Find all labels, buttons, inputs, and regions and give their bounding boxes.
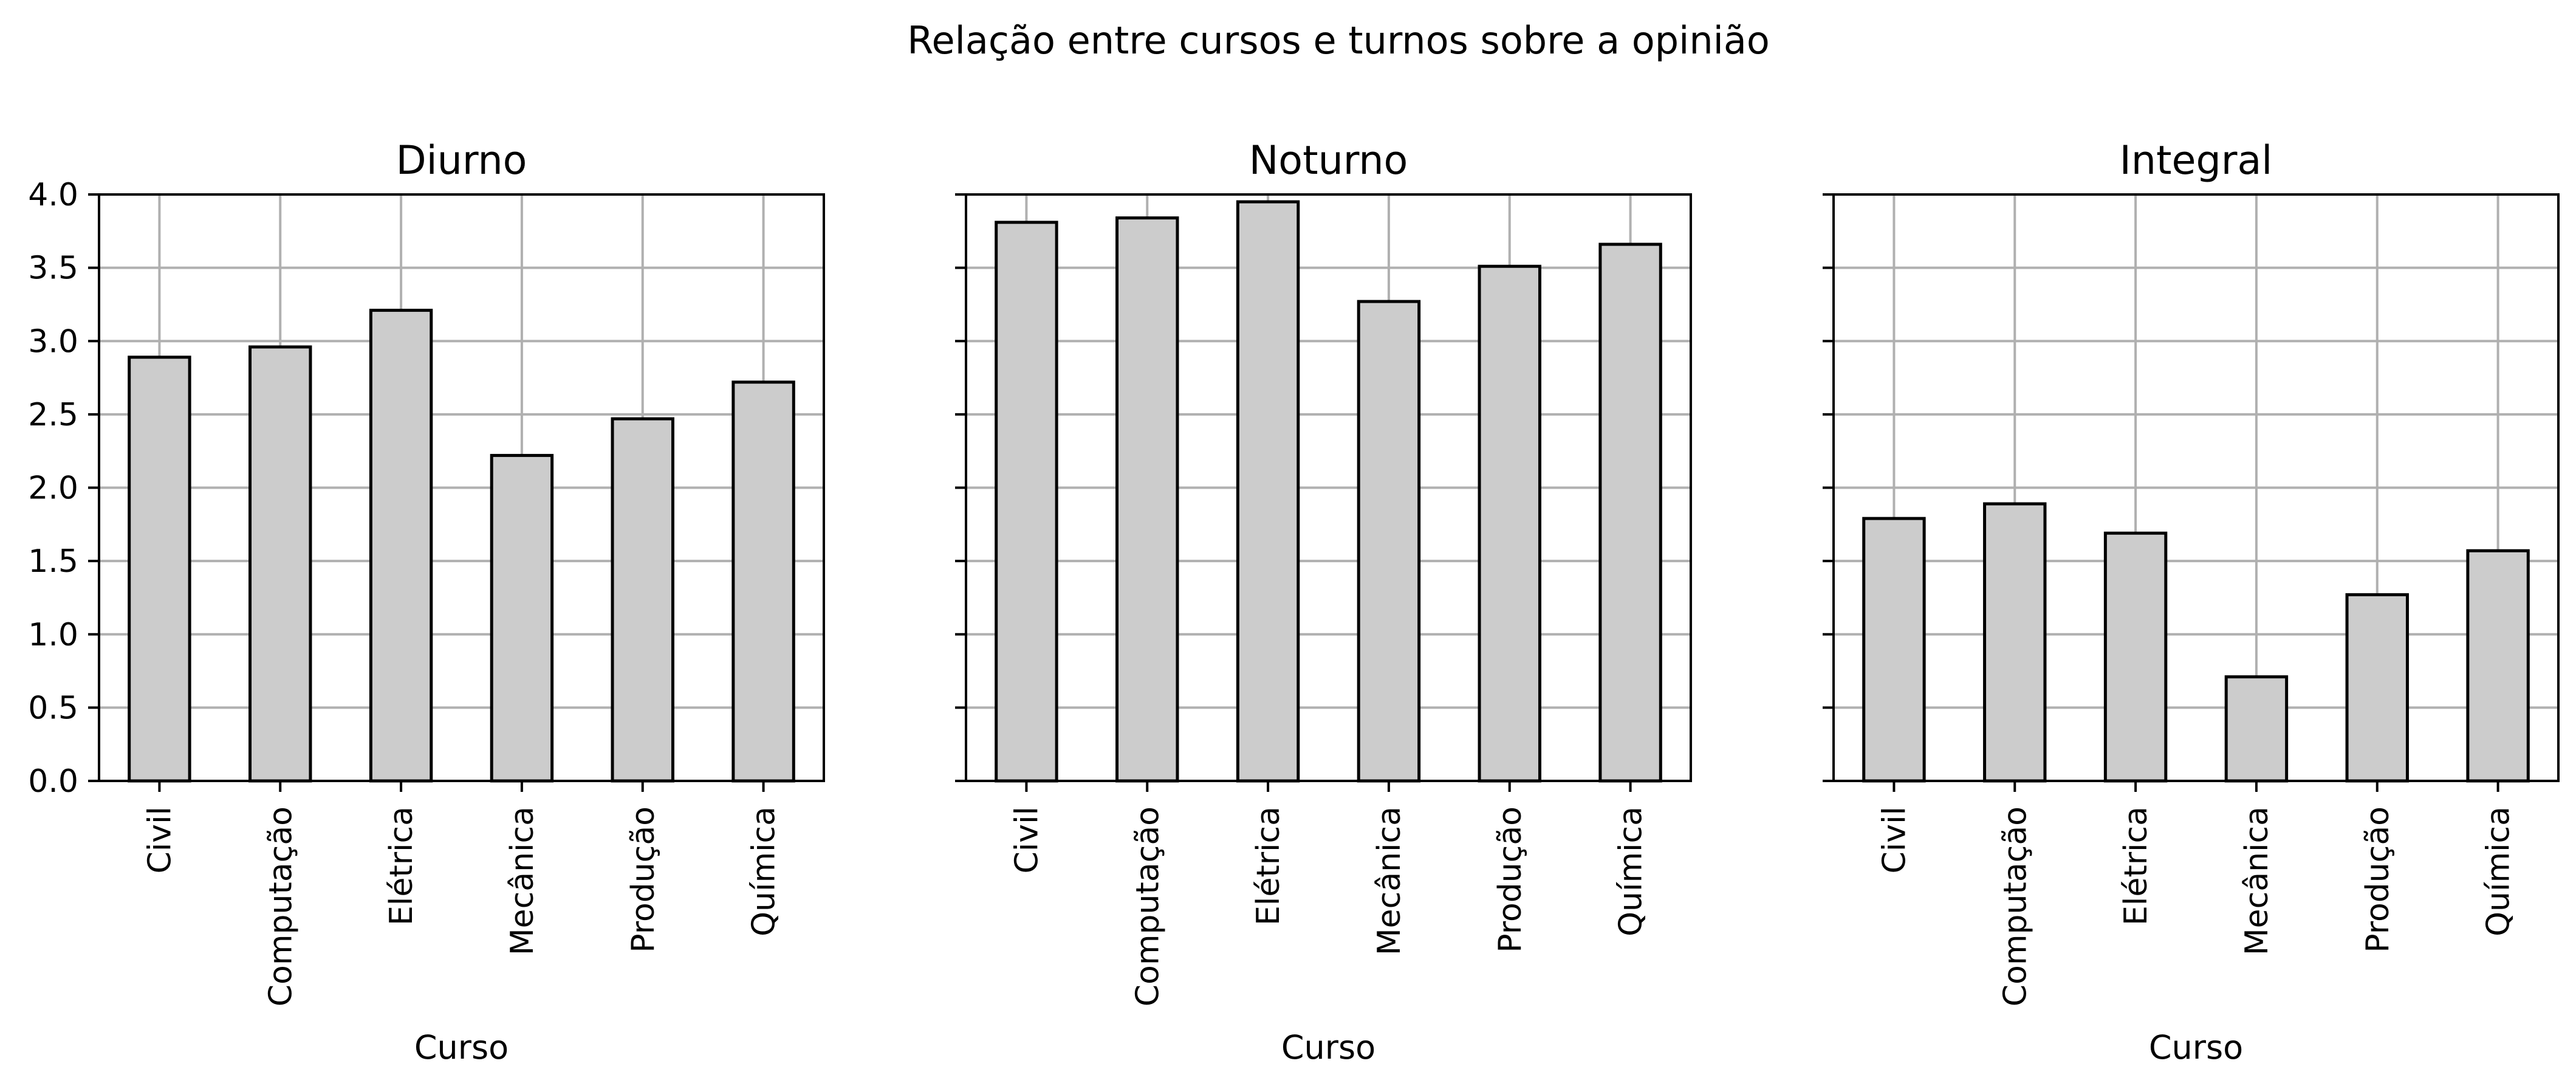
x-axis-label: Curso: [2149, 1028, 2243, 1067]
x-axis-label: Curso: [414, 1028, 509, 1067]
panel-diurno: 0.0 0.5 1.0 1.5 2.0 2.5 3.0 3.5 4.0 Civil Computaç…: [28, 138, 825, 1067]
y-tick-label: 3.0: [28, 323, 78, 360]
bar-diurno-5: [731, 380, 795, 783]
y-tick-label: 1.5: [28, 543, 78, 580]
panel-title: Noturno: [1249, 138, 1408, 184]
x-tick-label: Computação: [262, 806, 299, 1006]
y-tick-label: 2.5: [28, 397, 78, 433]
y-tick-label: 4.0: [28, 177, 78, 213]
y-tick-label: 3.5: [28, 250, 78, 287]
y-tick-label: 0.0: [28, 763, 78, 800]
x-tick-label: Química: [2481, 806, 2517, 937]
bar-integral-1: [1983, 502, 2047, 783]
x-tick-label: Elétrica: [2118, 806, 2154, 926]
x-tick-label: Computação: [1997, 806, 2033, 1006]
x-axis-label: Curso: [1281, 1028, 1375, 1067]
bar-diurno-0: [128, 356, 191, 783]
bar-integral-5: [2466, 549, 2530, 783]
y-tick-label: 0.5: [28, 690, 78, 726]
x-tick-label: Mecânica: [1371, 806, 1408, 955]
bar-noturno-5: [1598, 242, 1662, 783]
x-tick-label: Elétrica: [383, 806, 420, 926]
y-tick-label: 2.0: [28, 470, 78, 507]
x-tick-label: Química: [746, 806, 783, 937]
bar-noturno-3: [1357, 300, 1421, 783]
x-tick-label: Produção: [625, 806, 662, 953]
x-tick-label: Civil: [142, 806, 178, 873]
x-tick-label: Produção: [1492, 806, 1529, 953]
x-tick-label: Mecânica: [2239, 806, 2275, 955]
x-tick-label: Elétrica: [1250, 806, 1287, 926]
panel-title: Diurno: [396, 138, 527, 184]
bar-noturno-2: [1236, 200, 1300, 783]
panel-integral: Civil Computação Elétrica Mecânica Produção Q…: [1823, 138, 2560, 1067]
x-tick-label: Química: [1613, 806, 1649, 937]
x-tick-label: Civil: [1876, 806, 1913, 873]
bar-diurno-3: [490, 453, 554, 783]
bar-noturno-4: [1478, 264, 1541, 783]
y-tick-label: 1.0: [28, 617, 78, 653]
bar-integral-4: [2345, 593, 2409, 783]
bar-integral-0: [1862, 517, 1926, 783]
bar-diurno-4: [611, 417, 674, 783]
bar-noturno-0: [995, 221, 1058, 783]
x-tick-label: Civil: [1009, 806, 1045, 873]
bar-noturno-1: [1115, 216, 1179, 783]
panels: 0.0 0.5 1.0 1.5 2.0 2.5 3.0 3.5 4.0 Civil Computaç…: [28, 138, 2560, 1067]
bar-diurno-2: [369, 309, 433, 783]
figure-title: Relação entre cursos e turnos sobre a op…: [907, 18, 1770, 63]
panel-noturno: Civil Computação Elétrica Mecânica Produção Q…: [955, 138, 1692, 1067]
x-tick-label: Computação: [1129, 806, 1166, 1006]
x-tick-label: Produção: [2360, 806, 2396, 953]
x-tick-label: Mecânica: [504, 806, 541, 955]
panel-title: Integral: [2120, 138, 2273, 184]
bar-diurno-1: [248, 345, 312, 783]
bar-integral-2: [2103, 531, 2168, 783]
bar-integral-3: [2224, 675, 2289, 783]
